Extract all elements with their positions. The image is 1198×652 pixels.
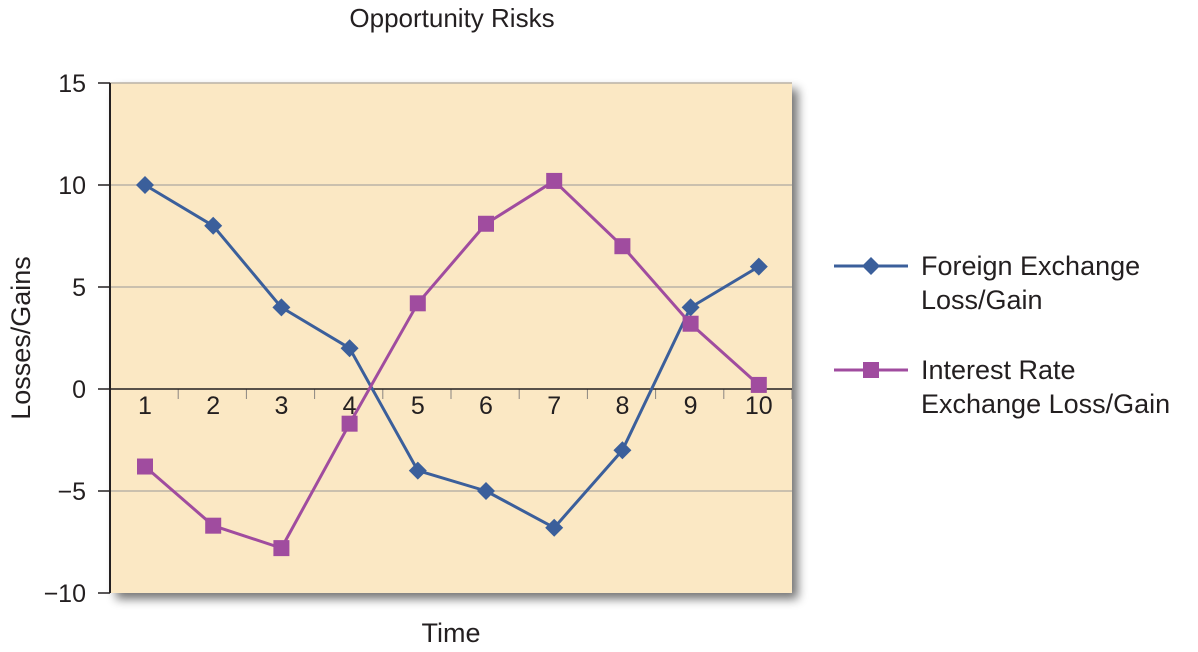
x-axis-label: Time: [422, 618, 481, 648]
data-point: [750, 376, 767, 393]
x-tick-label: 8: [615, 392, 629, 420]
legend-marker: [863, 362, 879, 378]
x-tick-label: 1: [138, 392, 152, 420]
plot-area: [110, 83, 792, 593]
y-tick-label: −10: [44, 580, 86, 608]
data-point: [614, 238, 631, 255]
series-2: [137, 172, 767, 557]
data-point: [137, 458, 153, 475]
legend-item-2: Interest Rate Exchange Loss/Gain: [834, 355, 1170, 419]
chart-title: Opportunity Risks: [349, 3, 554, 33]
data-point: [545, 518, 564, 537]
x-tick-label: 7: [547, 392, 561, 420]
data-point: [341, 415, 358, 432]
data-point: [136, 176, 154, 194]
data-point: [340, 339, 359, 358]
x-tick-label: 4: [343, 392, 357, 420]
data-point: [478, 215, 494, 232]
data-point: [477, 482, 495, 500]
data-point: [682, 315, 699, 332]
data-point: [681, 298, 700, 317]
y-tick-label: 15: [58, 70, 86, 98]
series-1: [136, 176, 768, 537]
data-point: [205, 517, 222, 534]
legend-label: Foreign Exchange Loss/Gain: [921, 251, 1140, 315]
data-point: [204, 216, 223, 235]
data-point: [273, 540, 290, 557]
y-tick-label: −5: [57, 478, 86, 506]
gridlines: [110, 82, 792, 492]
x-tick-label: 10: [745, 392, 773, 420]
legend-marker: [862, 257, 880, 275]
x-tick-label: 5: [411, 392, 425, 420]
y-tick-label: 10: [58, 172, 86, 200]
data-point: [546, 172, 563, 189]
data-point: [408, 461, 427, 480]
data-point: [409, 295, 426, 312]
x-axis-ticks: 1 2 3 4 5 6 7 8 9 10: [109, 389, 793, 420]
y-tick-label: 0: [72, 376, 86, 404]
x-tick-label: 9: [684, 392, 698, 420]
legend: Foreign Exchange Loss/Gain Interest Rate Ex…: [834, 251, 1170, 419]
data-point: [613, 441, 632, 460]
data-point: [749, 257, 768, 276]
data-point: [272, 298, 291, 317]
series-line: [144, 179, 760, 550]
x-tick-label: 2: [206, 392, 220, 420]
series-layer: [136, 172, 768, 557]
x-tick-label: 6: [479, 392, 493, 420]
series-line: [144, 183, 760, 530]
legend-label: Interest Rate Exchange Loss/Gain: [921, 355, 1170, 419]
y-tick-label: 5: [72, 274, 86, 302]
legend-item-1: Foreign Exchange Loss/Gain: [834, 251, 1140, 315]
y-axis-ticks: 15 10 5 0 −5 −10: [44, 70, 110, 608]
y-axis-label: Losses/Gains: [6, 256, 36, 420]
x-tick-label: 3: [274, 392, 288, 420]
